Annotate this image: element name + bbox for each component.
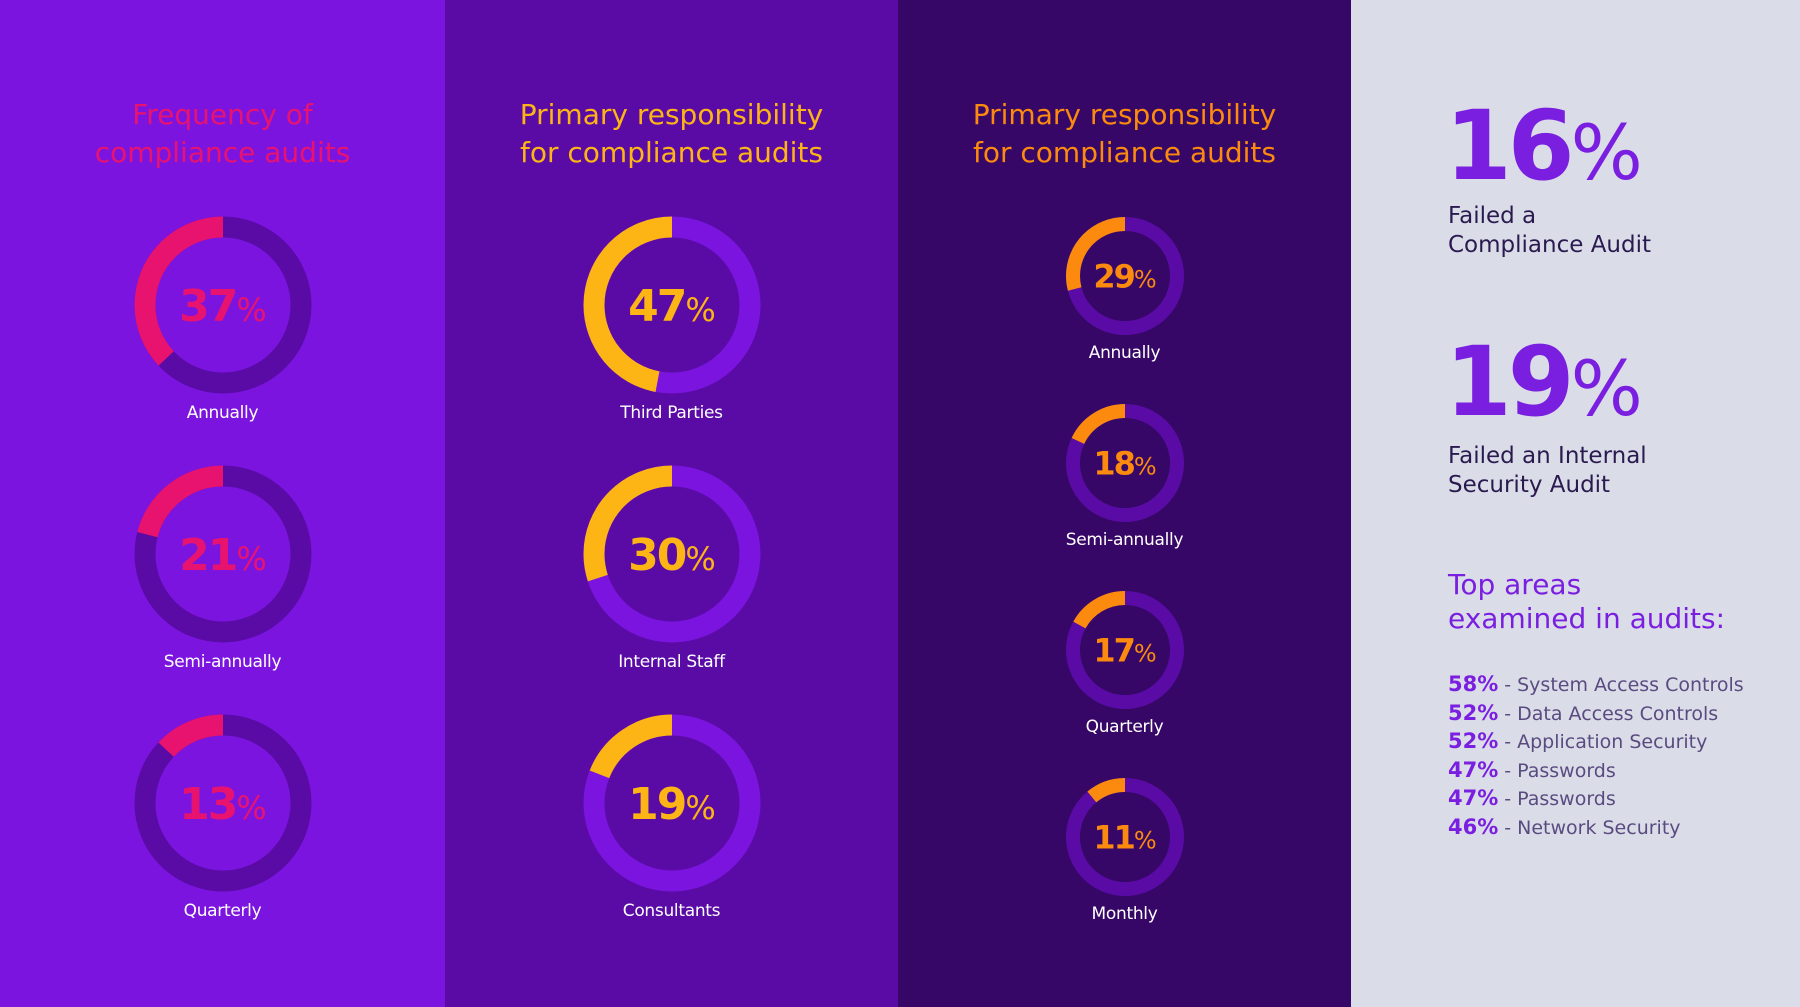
donut-item: 13% Quarterly bbox=[0, 713, 445, 921]
donut-chart: 13% bbox=[134, 714, 311, 892]
top-area-name: Data Access Controls bbox=[1517, 702, 1719, 725]
donut-arc bbox=[583, 216, 760, 394]
donut-item: 11% Monthly bbox=[898, 776, 1351, 924]
donut-chart: 17% bbox=[1065, 591, 1184, 709]
donut-arc bbox=[134, 714, 311, 892]
donut-chart: 30% bbox=[583, 465, 760, 643]
top-area-pct: 52% bbox=[1448, 700, 1499, 725]
top-area-pct: 46% bbox=[1448, 814, 1499, 839]
donut-category-label: Third Parties bbox=[620, 403, 723, 423]
donut-category-label: Monthly bbox=[1091, 904, 1158, 924]
donut-arc bbox=[1065, 217, 1184, 335]
donut-arc bbox=[1065, 778, 1184, 896]
donut-value: 17% bbox=[1093, 632, 1156, 670]
donut-chart: 19% bbox=[583, 714, 760, 892]
stat-security-failed-caption: Failed an Internal Security Audit bbox=[1448, 443, 1647, 498]
donut-chart: 11% bbox=[1065, 778, 1184, 896]
top-area-item: 52% - Data Access Controls bbox=[1448, 699, 1744, 728]
donut-arc bbox=[134, 216, 311, 394]
stat-unit: % bbox=[1570, 344, 1643, 433]
stat-compliance-failed-value: 16% bbox=[1445, 98, 1643, 201]
donut-item: 47% Third Parties bbox=[445, 215, 898, 423]
donut-value: 18% bbox=[1093, 445, 1156, 483]
top-area-name: Passwords bbox=[1517, 788, 1616, 810]
donut-value: 30% bbox=[628, 530, 716, 581]
donut-value: 47% bbox=[628, 281, 716, 332]
donut-category-label: Annually bbox=[1088, 343, 1161, 363]
stat-unit: % bbox=[1570, 108, 1643, 197]
stat-compliance-failed-caption: Failed a Compliance Audit bbox=[1448, 203, 1652, 258]
donut-arc bbox=[134, 465, 311, 643]
donut-chart: 18% bbox=[1065, 404, 1184, 522]
top-area-dash: - bbox=[1504, 702, 1512, 725]
top-area-dash: - bbox=[1504, 731, 1512, 753]
top-area-name: Passwords bbox=[1517, 759, 1616, 782]
panel-responsibility: Primary responsibility for compliance au… bbox=[445, 0, 898, 1007]
top-area-pct: 47% bbox=[1448, 757, 1499, 782]
donut-chart: 21% bbox=[134, 465, 311, 643]
top-area-pct: 47% bbox=[1448, 786, 1499, 810]
donut-arc bbox=[583, 465, 760, 643]
top-areas-title: Top areas examined in audits: bbox=[1448, 568, 1726, 635]
donut-item: 29% Annually bbox=[898, 215, 1351, 363]
top-area-dash: - bbox=[1504, 674, 1512, 696]
panel-responsibility-2: Primary responsibility for compliance au… bbox=[898, 0, 1351, 1007]
top-area-name: System Access Controls bbox=[1517, 674, 1744, 696]
stat-number: 19 bbox=[1445, 326, 1575, 438]
donut-value: 19% bbox=[628, 779, 716, 830]
donut-value: 11% bbox=[1093, 819, 1156, 857]
donut-value: 21% bbox=[179, 530, 267, 581]
top-areas-list: 58% - System Access Controls 52% - Data Acces… bbox=[1448, 670, 1744, 841]
donut-item: 21% Semi-annually bbox=[0, 464, 445, 672]
donut-category-label: Semi-annually bbox=[1065, 530, 1184, 550]
top-area-item: 47% - Passwords bbox=[1448, 784, 1744, 813]
chart-title-frequency: Frequency of compliance audits bbox=[94, 98, 351, 169]
donut-category-label: Quarterly bbox=[1085, 717, 1164, 737]
panel-frequency: Frequency of compliance audits 37% Annual… bbox=[0, 0, 445, 1007]
donut-item: 17% Quarterly bbox=[898, 589, 1351, 737]
top-area-dash: - bbox=[1504, 816, 1512, 839]
top-area-pct: 52% bbox=[1448, 729, 1499, 753]
donut-chart: 47% bbox=[583, 216, 760, 394]
top-area-dash: - bbox=[1504, 788, 1512, 810]
top-area-name: Application Security bbox=[1517, 731, 1708, 753]
donut-category-label: Semi-annually bbox=[163, 652, 282, 672]
chart-title-responsibility-2: Primary responsibility for compliance au… bbox=[972, 98, 1277, 169]
donut-item: 18% Semi-annually bbox=[898, 402, 1351, 550]
donut-value: 37% bbox=[179, 281, 267, 332]
donut-arc bbox=[1065, 591, 1184, 709]
donut-chart: 29% bbox=[1065, 217, 1184, 335]
donut-category-label: Internal Staff bbox=[618, 652, 725, 672]
donut-category-label: Consultants bbox=[622, 901, 721, 921]
stat-number: 16 bbox=[1445, 90, 1575, 202]
panel-stats bbox=[1351, 0, 1800, 1007]
top-area-item: 46% - Network Security bbox=[1448, 813, 1744, 842]
donut-value: 13% bbox=[179, 779, 267, 830]
donut-item: 37% Annually bbox=[0, 215, 445, 423]
donut-category-label: Quarterly bbox=[183, 901, 262, 921]
top-area-pct: 58% bbox=[1448, 672, 1499, 696]
top-area-item: 58% - System Access Controls bbox=[1448, 670, 1744, 699]
top-area-item: 52% - Application Security bbox=[1448, 727, 1744, 756]
donut-arc bbox=[1065, 404, 1184, 522]
donut-item: 19% Consultants bbox=[445, 713, 898, 921]
chart-title-responsibility: Primary responsibility for compliance au… bbox=[519, 98, 824, 169]
donut-chart: 37% bbox=[134, 216, 311, 394]
stat-security-failed-value: 19% bbox=[1445, 334, 1643, 437]
donut-item: 30% Internal Staff bbox=[445, 464, 898, 672]
donut-category-label: Annually bbox=[186, 403, 259, 423]
donut-value: 29% bbox=[1093, 258, 1156, 296]
top-area-name: Network Security bbox=[1517, 816, 1681, 839]
donut-arc bbox=[583, 714, 760, 892]
top-area-dash: - bbox=[1504, 759, 1512, 782]
top-area-item: 47% - Passwords bbox=[1448, 756, 1744, 785]
